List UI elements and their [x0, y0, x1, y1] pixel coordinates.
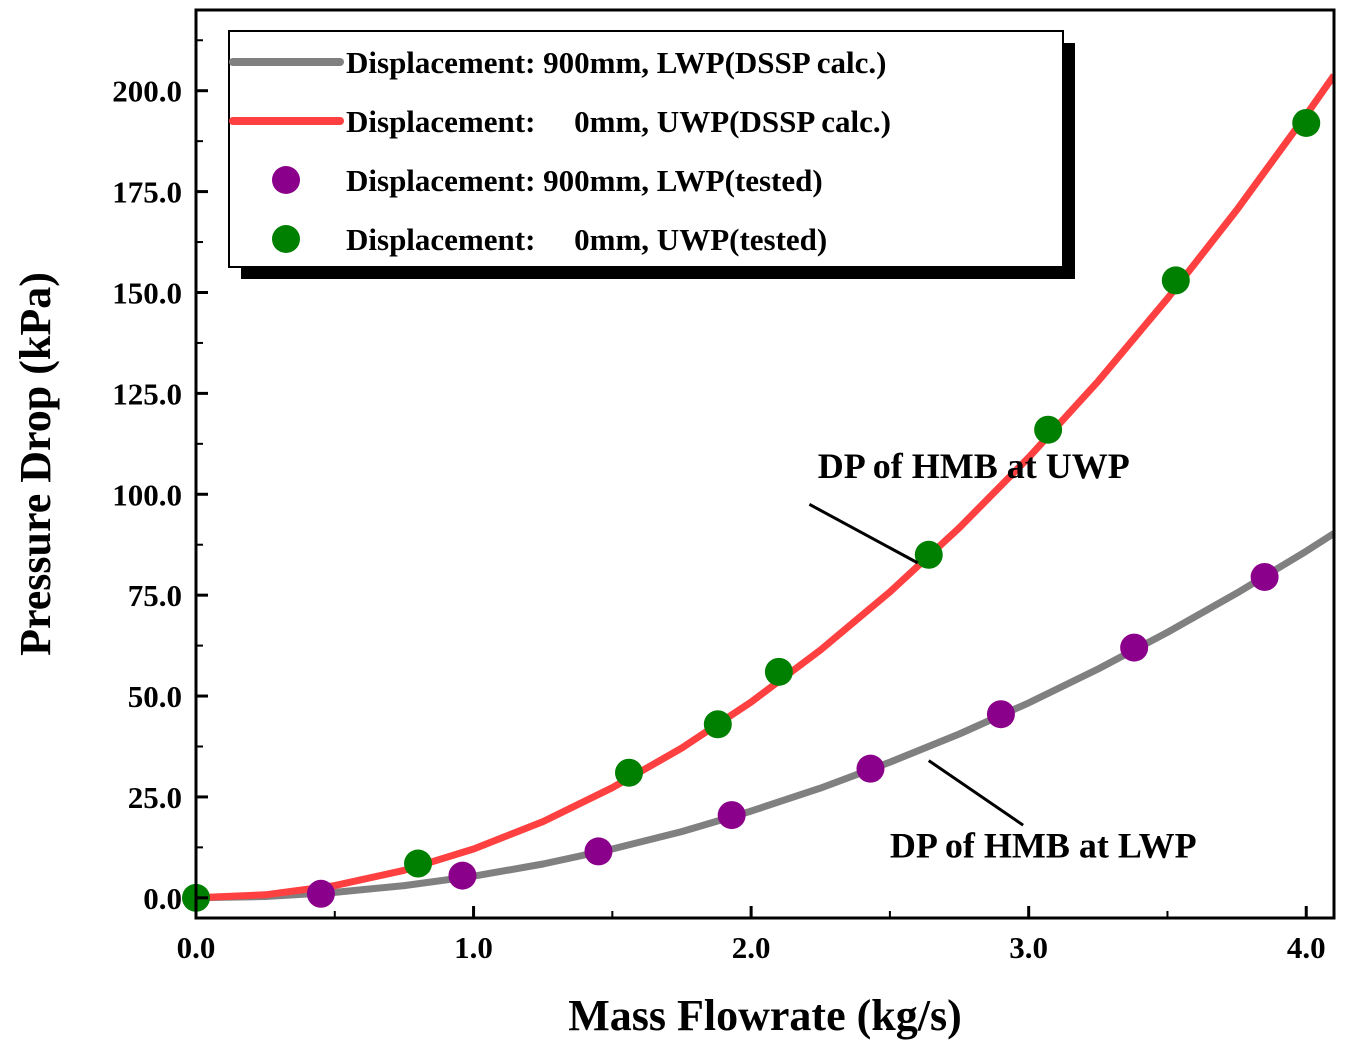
annotation-label: DP of HMB at LWP — [890, 825, 1197, 865]
data-point — [1034, 415, 1063, 444]
y-tick-label: 25.0 — [128, 780, 182, 815]
legend-entry-label: Displacement: 0mm, UWP(DSSP calc.) — [346, 104, 891, 139]
data-point — [986, 700, 1015, 729]
annotation-leader-line — [808, 503, 919, 565]
data-point — [856, 754, 885, 783]
y-tick-label: 200.0 — [112, 74, 182, 109]
data-point — [584, 837, 613, 866]
axes-layer: 0.0 1.0 2.0 3.0 4.0 0.0 25.0 50.0 75.0 100.0 125.0… — [112, 39, 1326, 965]
legend-entry-label: Displacement: 0mm, UWP(tested) — [346, 222, 827, 257]
annotation-label: DP of HMB at UWP — [818, 446, 1130, 486]
data-point — [448, 861, 477, 890]
annotation-layer: DP of HMB at UWP DP of HMB at LWP — [808, 446, 1197, 865]
series-layer — [182, 73, 1334, 912]
x-tick-label: 2.0 — [732, 930, 771, 965]
y-axis-title: Pressure Drop (kPa) — [11, 272, 60, 656]
y-tick-label: 75.0 — [128, 578, 182, 613]
legend-entry-label: Displacement: 900mm, LWP(tested) — [346, 163, 823, 198]
data-point — [1292, 108, 1321, 137]
y-tick-label: 125.0 — [112, 376, 182, 411]
x-tick-label: 4.0 — [1287, 930, 1326, 965]
x-tick-label: 0.0 — [177, 930, 216, 965]
y-tick-label: 50.0 — [128, 679, 182, 714]
legend: Displacement: 900mm, LWP(DSSP calc.) Disp… — [228, 30, 1075, 279]
y-tick-label: 100.0 — [112, 477, 182, 512]
series-line — [196, 530, 1334, 902]
data-point — [1250, 562, 1279, 591]
x-tick-label: 1.0 — [454, 930, 493, 965]
legend-marker-swatch — [272, 166, 300, 194]
x-tick-label: 3.0 — [1009, 930, 1048, 965]
legend-entry-label: Displacement: 900mm, LWP(DSSP calc.) — [346, 45, 886, 80]
plot-frame — [194, 8, 1336, 920]
data-point — [306, 879, 335, 908]
y-tick-label: 150.0 — [112, 275, 182, 310]
legend-marker-swatch — [272, 225, 300, 253]
data-point — [717, 801, 746, 830]
data-point — [703, 710, 732, 739]
data-point — [1161, 266, 1190, 295]
legend-box — [228, 30, 1064, 268]
annotation-leader-line — [927, 759, 1024, 827]
y-tick-label: 175.0 — [112, 175, 182, 210]
data-point — [914, 540, 943, 569]
y-tick-label: 0.0 — [143, 881, 182, 916]
x-axis-title: Mass Flowrate (kg/s) — [568, 991, 962, 1040]
data-point — [764, 657, 793, 686]
data-point — [1120, 633, 1149, 662]
data-point — [404, 849, 433, 878]
data-point — [614, 758, 643, 787]
